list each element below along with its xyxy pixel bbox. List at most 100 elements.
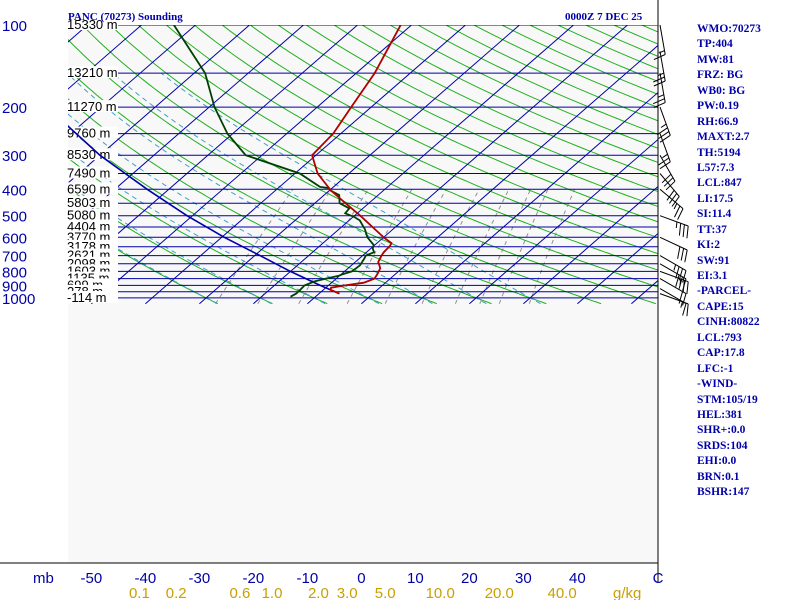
dry-adiabat	[333, 25, 658, 178]
height-label: 15330 m	[67, 17, 118, 32]
mixing-ratio-line	[257, 189, 332, 304]
wind-barb	[653, 24, 666, 61]
sounding-index: STM:105/19	[697, 393, 758, 406]
temperature-tick-label: -10	[297, 570, 319, 587]
mixing-ratio-tick-label: 40.0	[547, 585, 576, 600]
mixing-ratio-line	[346, 189, 413, 304]
height-label: 7490 m	[67, 166, 110, 181]
mixing-ratio-tick-label: 0.2	[166, 585, 187, 600]
sounding-index: LCL:793	[697, 331, 742, 344]
height-label: 4404 m	[67, 219, 110, 234]
dry-adiabat	[277, 25, 658, 208]
sounding-index: CAPE:15	[697, 300, 744, 313]
dry-adiabat	[68, 187, 273, 305]
pressure-tick-label: 600	[2, 230, 27, 247]
wind-barb	[659, 188, 684, 220]
isotherm	[415, 91, 658, 305]
pressure-tick-label: 300	[2, 148, 27, 165]
height-label-bg	[66, 290, 118, 303]
sounding-index: LFC:-1	[697, 362, 734, 375]
mixing-ratio-line	[384, 189, 447, 304]
pressure-tick-label: 200	[2, 100, 27, 117]
dry-adiabat	[81, 25, 602, 305]
pressure-tick-label: 900	[2, 278, 27, 295]
pressure-tick-label: 400	[2, 182, 27, 199]
sounding-index: WB0: BG	[697, 84, 746, 97]
height-label-bg	[66, 208, 118, 221]
isotherm	[199, 25, 520, 305]
wind-barb	[659, 278, 687, 306]
mixing-ratio-tick-label: 0.1	[129, 585, 150, 600]
pressure-tick-label: 700	[2, 249, 27, 266]
sounding-index: EHI:0.0	[697, 455, 737, 468]
temperature-tick-label: 40	[569, 570, 586, 587]
height-label-bg	[66, 18, 118, 30]
mixing-ratio-tick-label: 10.0	[426, 585, 455, 600]
sounding-index: SW:91	[697, 254, 730, 267]
height-label-bg	[66, 166, 118, 179]
sounding-index: SHR+:0.0	[697, 424, 746, 437]
temperature-tick-label: -30	[189, 570, 211, 587]
height-label: 11270 m	[67, 99, 117, 114]
sounding-index: TH:5194	[697, 146, 741, 159]
dry-adiabat	[193, 25, 658, 255]
temperature-tick-label: -40	[135, 570, 157, 587]
mixing-ratio-tick-label: 2.0	[308, 585, 329, 600]
sounding-index: MW:81	[697, 53, 735, 66]
isotherm	[68, 25, 196, 137]
dry-adiabat	[249, 25, 658, 223]
sounding-index: SRDS:104	[697, 439, 748, 452]
sounding-index: LCL:847	[697, 177, 742, 190]
mixing-ratio-tick-label: 5.0	[375, 585, 396, 600]
height-label-bg	[66, 66, 118, 79]
height-label: 5080 m	[67, 208, 110, 223]
sounding-index: HEL:381	[697, 408, 743, 421]
sounding-index: RH:66.9	[697, 115, 739, 128]
pressure-tick-label: 500	[2, 209, 27, 226]
height-label: -114 m	[67, 290, 107, 305]
wind-barb	[659, 154, 676, 191]
temperature-profile	[311, 25, 402, 295]
temperature-tick-label: 10	[407, 570, 424, 587]
height-label: 9760 m	[67, 126, 110, 141]
sounding-index: BRN:0.1	[697, 470, 740, 483]
sounding-index: CINH:80822	[697, 316, 760, 329]
isotherm	[361, 44, 658, 305]
wind-barb	[652, 73, 666, 109]
temperature-tick-label: 20	[461, 570, 478, 587]
height-label-bg	[66, 182, 118, 195]
mixing-ratio-line	[298, 189, 369, 304]
wind-barb	[657, 106, 671, 143]
dry-adiabat	[137, 25, 658, 288]
sounding-index: BSHR:147	[697, 486, 750, 499]
sounding-profiles	[68, 25, 402, 298]
sounding-indices: WMO:70273 TP:404 MW:81 FRZ: BG WB0: BG PW:0.1…	[697, 22, 800, 501]
pressure-tick-label: 100	[2, 18, 27, 35]
wind-barb	[659, 236, 688, 263]
height-label-bg	[66, 230, 118, 243]
wind-barb	[659, 255, 687, 283]
mixing-ratio-line	[421, 189, 480, 304]
pressure-tick-label: 1000	[2, 291, 35, 308]
wind-barb	[659, 288, 687, 316]
mixing-ratio-tick-label: 0.6	[229, 585, 250, 600]
sounding-index: L57:7.3	[697, 161, 735, 174]
dry-adiabat	[221, 25, 658, 239]
height-label: 8530 m	[67, 147, 110, 162]
dry-adiabat	[68, 68, 492, 305]
mixing-ratio-tick-label: 1.0	[262, 585, 283, 600]
temperature-tick-label: 30	[515, 570, 532, 587]
mixing-ratio-line	[454, 189, 510, 304]
mixing-ratio-tick-label: 3.0	[337, 585, 358, 600]
dry-adiabat	[389, 25, 658, 149]
height-labels: 15330 m 13210 m 11270 m 9760 m 8530 m 7490 m6…	[66, 17, 118, 305]
sounding-index: FRZ: BG	[697, 69, 744, 82]
temperature-tick-label: 0	[357, 570, 365, 587]
isotherm	[145, 25, 466, 305]
chart-title: PANC (70273) Sounding	[68, 11, 183, 23]
height-label: 13210 m	[67, 65, 118, 80]
sounding-index: KI:2	[697, 239, 720, 252]
height-label-bg	[66, 100, 118, 113]
